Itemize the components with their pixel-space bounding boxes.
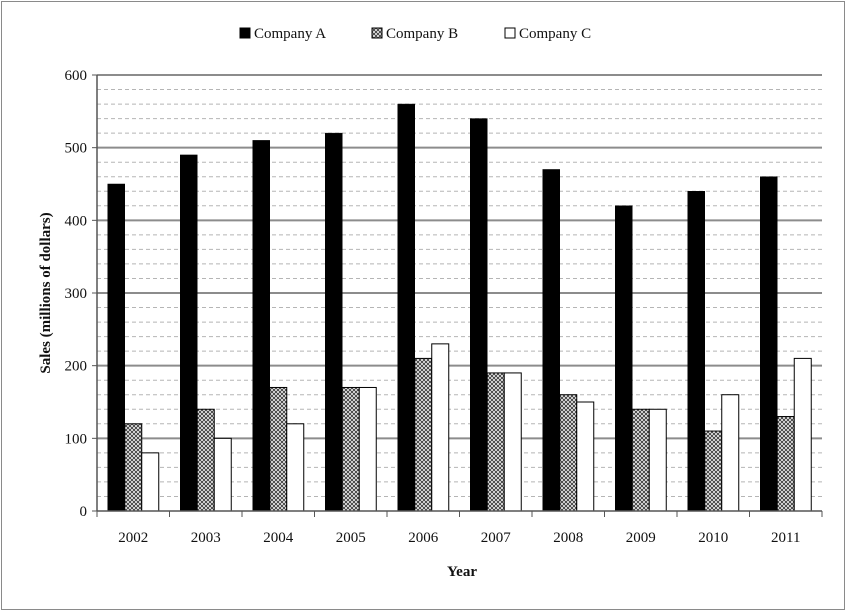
y-tick-label: 500	[65, 141, 88, 157]
x-tick-label: 2005	[336, 530, 366, 546]
bars-group	[107, 103, 812, 512]
bar-company-a	[107, 183, 125, 512]
y-tick-label: 600	[65, 68, 88, 84]
legend-label: Company A	[254, 26, 326, 42]
bar-company-c	[648, 408, 667, 512]
bar-company-b	[341, 386, 360, 512]
bar-company-a	[397, 103, 415, 512]
x-tick-label: 2010	[698, 530, 728, 546]
bar-company-c	[141, 452, 160, 512]
bar-company-a	[325, 132, 343, 512]
y-tick-label: 0	[80, 504, 88, 520]
bar-company-a	[615, 205, 633, 512]
x-axis-title: Year	[447, 564, 477, 580]
bar-company-c	[213, 437, 232, 512]
axes: 0 100 200 300 400 500 600 2002 2003 2004 2005 2006 2…	[65, 68, 823, 546]
bar-company-b	[124, 423, 143, 512]
x-tick-label: 2004	[263, 530, 294, 546]
bar-company-a	[542, 169, 560, 512]
bar-company-c	[431, 343, 450, 512]
bar-company-c	[793, 357, 812, 512]
bar-company-b	[631, 408, 650, 512]
y-tick-label: 100	[65, 431, 88, 447]
legend-swatch-1	[239, 27, 251, 39]
bar-company-b	[196, 408, 215, 512]
x-tick-label: 2007	[481, 530, 512, 546]
x-tick-label: 2011	[771, 530, 800, 546]
legend-label: Company B	[386, 26, 458, 42]
bar-company-a	[687, 191, 705, 512]
x-tick-label: 2009	[626, 530, 656, 546]
x-tick-label: 2002	[118, 530, 148, 546]
x-tick-label: 2006	[408, 530, 439, 546]
bar-company-c	[358, 386, 377, 512]
bar-company-b	[559, 394, 578, 512]
legend: Company A Company B Company C	[239, 26, 591, 42]
y-tick-label: 400	[65, 213, 88, 229]
y-axis-title: Sales (millions of dollars)	[38, 212, 54, 373]
x-tick-label: 2003	[191, 530, 221, 546]
bar-company-b	[486, 372, 505, 512]
bar-company-c	[286, 423, 305, 512]
bar-company-b	[269, 386, 288, 512]
bar-company-a	[760, 176, 778, 512]
x-tick-label: 2008	[553, 530, 583, 546]
bar-company-c	[721, 394, 740, 512]
bar-company-a	[470, 118, 488, 512]
legend-swatch-2	[371, 27, 383, 39]
legend-label: Company C	[519, 26, 591, 42]
bar-company-b	[776, 416, 795, 512]
bar-company-c	[503, 372, 522, 512]
y-tick-label: 300	[65, 286, 88, 302]
bar-company-a	[180, 154, 198, 512]
legend-swatch-3	[504, 27, 516, 39]
y-tick-label: 200	[65, 359, 88, 375]
bar-company-b	[704, 430, 723, 512]
bar-company-b	[414, 357, 433, 512]
bar-company-a	[252, 140, 270, 512]
bar-company-c	[576, 401, 595, 512]
